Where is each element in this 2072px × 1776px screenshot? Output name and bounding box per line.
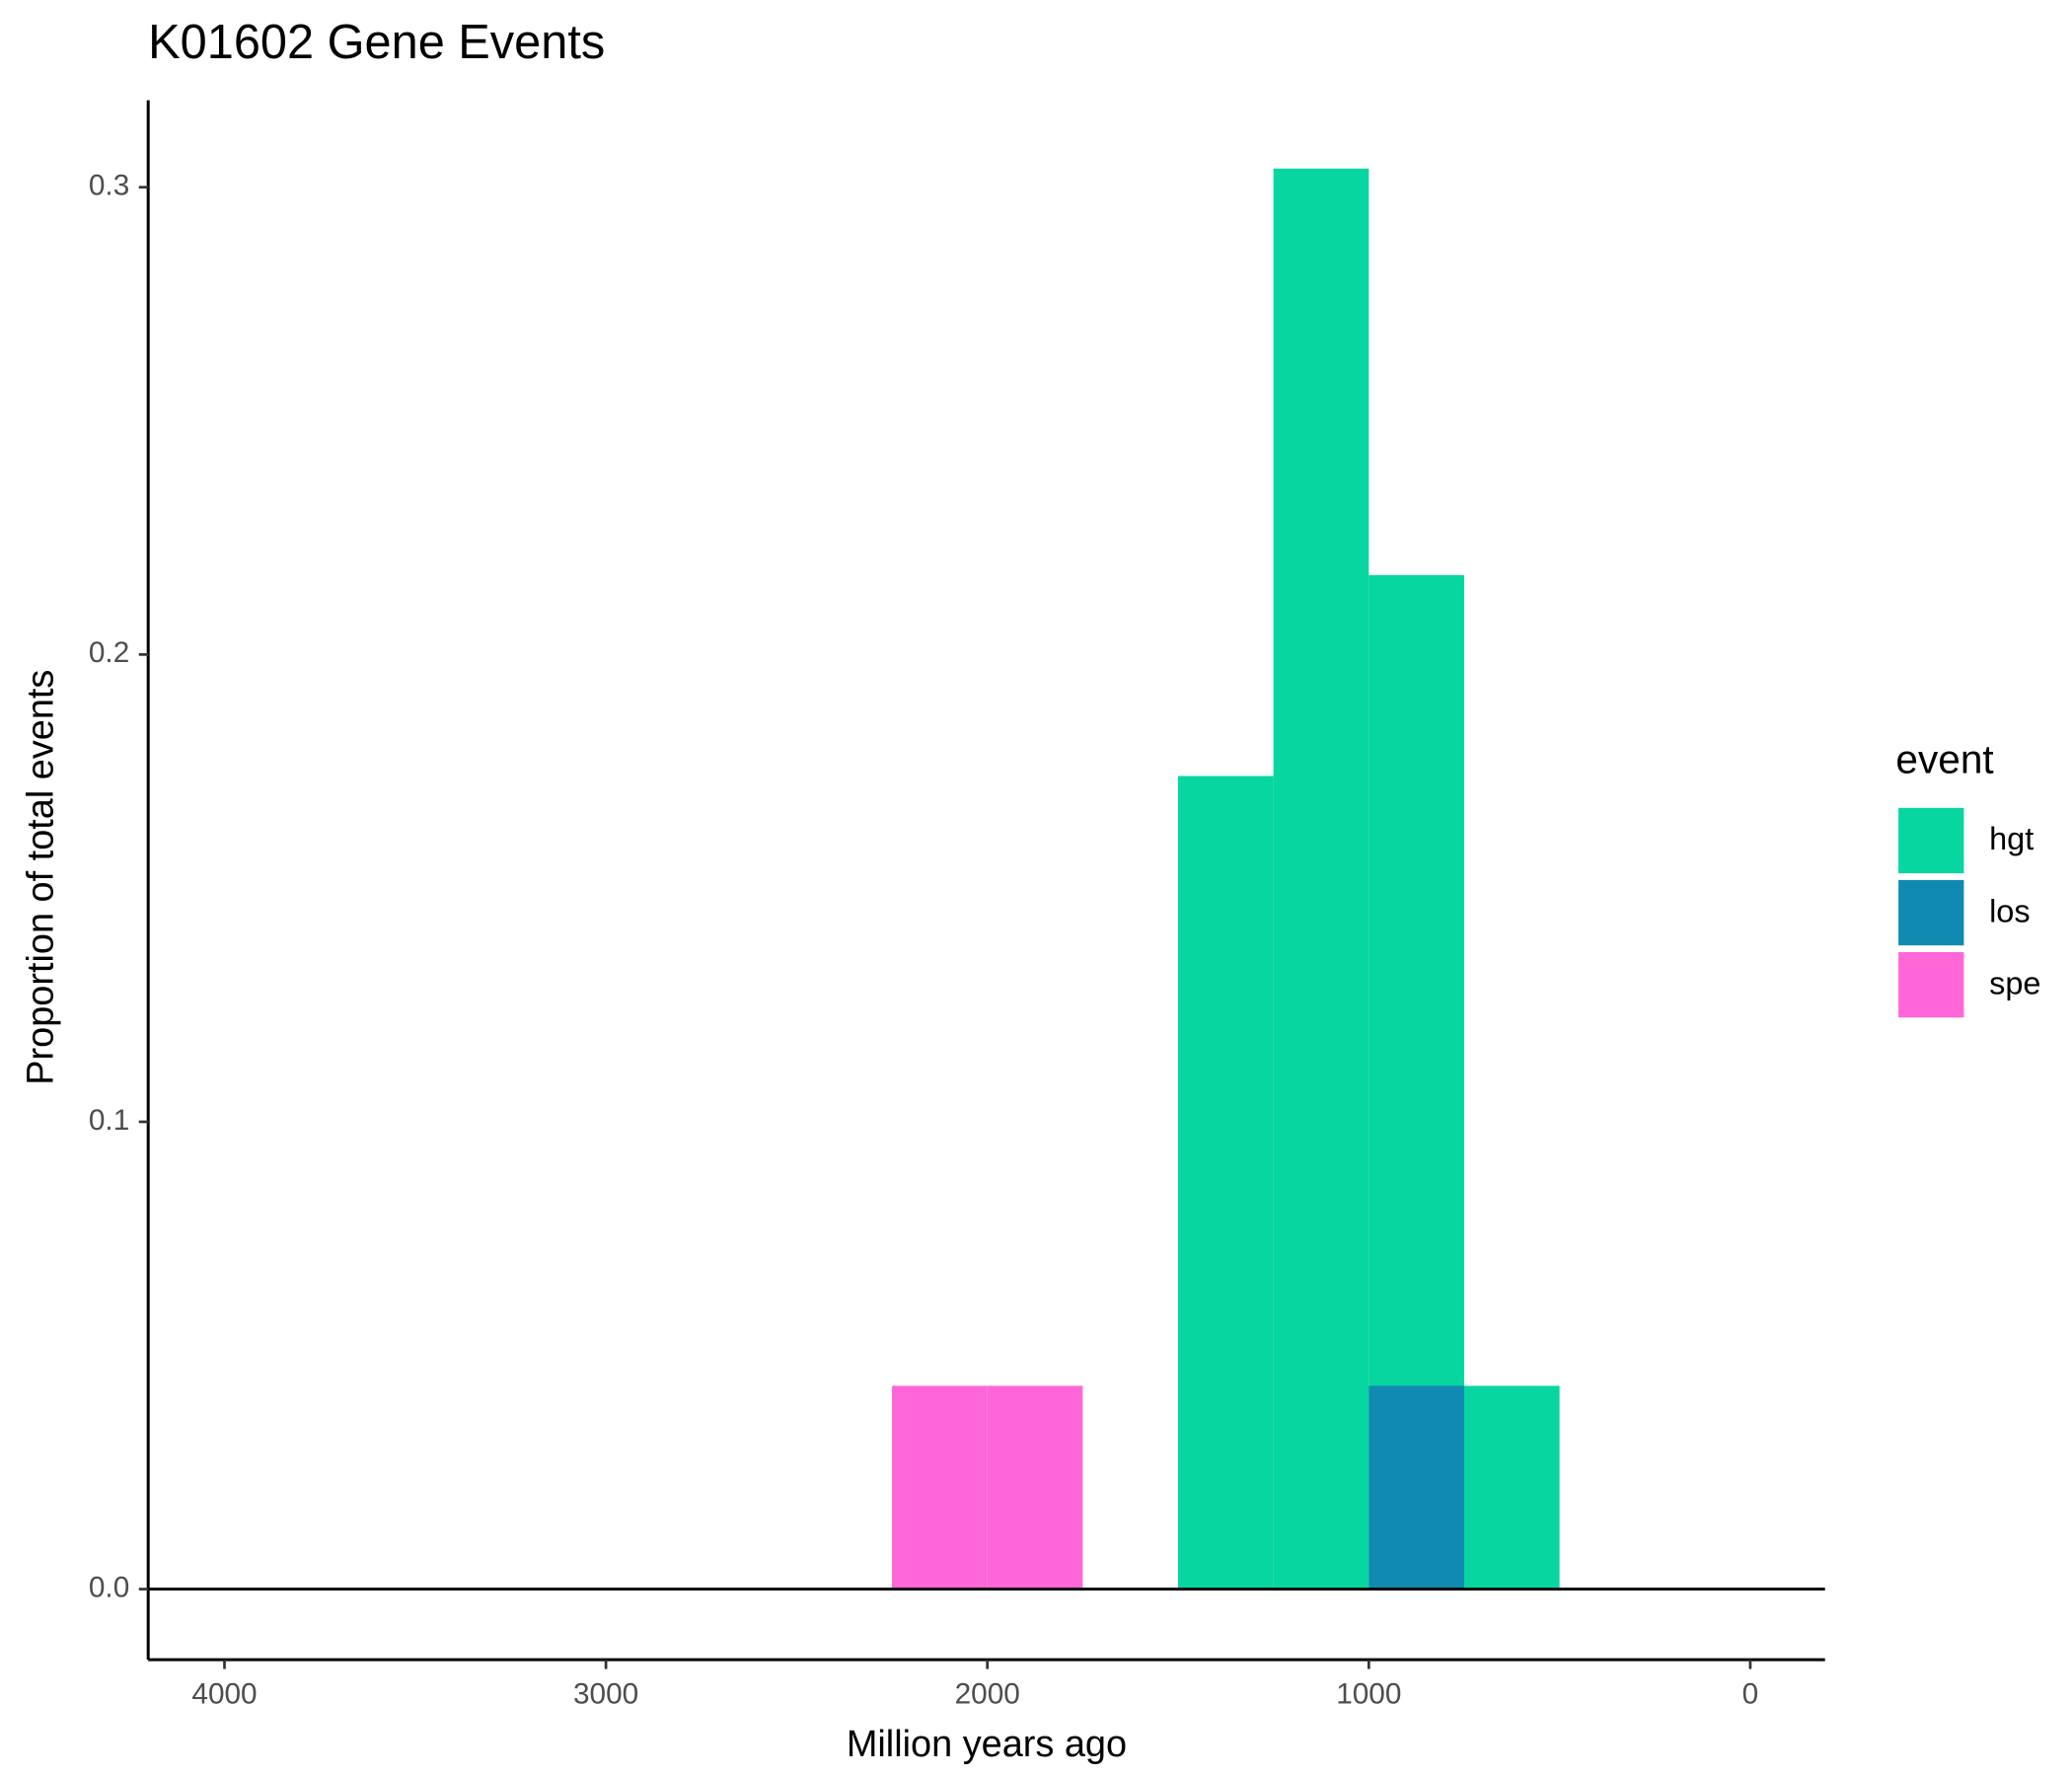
chart-title: K01602 Gene Events [148,16,605,69]
bar [892,1385,988,1590]
bar [1463,1385,1560,1590]
y-axis-title: Proportion of total events [20,670,61,1085]
y-tick-label: 0.0 [89,1571,129,1603]
legend-key [1898,807,1964,874]
legend-title: event [1895,737,1993,782]
bar [1178,776,1274,1590]
y-tick-label: 0.3 [89,170,129,202]
legend-label: spe [1989,965,2040,1000]
bar [987,1385,1083,1590]
legend-key [1898,951,1964,1018]
bar [1369,1385,1464,1590]
legend-key [1898,879,1964,946]
x-tick-label: 0 [1742,1677,1759,1710]
legend-label: los [1989,893,2031,928]
x-tick-label: 2000 [955,1677,1020,1710]
x-axis-title: Million years ago [847,1724,1127,1765]
bar [1273,168,1369,1590]
x-tick-label: 4000 [191,1677,257,1710]
x-tick-label: 3000 [573,1677,638,1710]
y-tick-label: 0.2 [89,636,129,669]
legend-label: hgt [1989,821,2034,856]
x-tick-label: 1000 [1336,1677,1401,1710]
y-tick-label: 0.1 [89,1104,129,1137]
